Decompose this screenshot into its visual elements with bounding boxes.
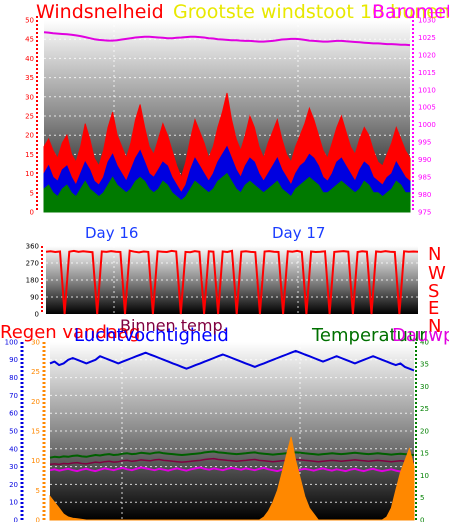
top-titles: Windsnelheid Grootste windstoot 10 bunen… (36, 1, 449, 23)
bottom-left-tick: 80 (9, 374, 18, 382)
top-left-tick: 10 (25, 170, 34, 178)
bottom-right-tick: 20 (420, 427, 429, 435)
bottom-right-tick: 10 (420, 472, 429, 480)
top-right-tick: 1015 (418, 69, 436, 77)
top-right-tick: 1030 (418, 16, 436, 24)
dir-letter-e: E (428, 298, 439, 319)
top-left-tick: 20 (25, 132, 34, 140)
top-left-tick: 0 (30, 208, 34, 216)
bottom-right-tick: 40 (420, 338, 429, 346)
bottom-left-tick: 30 (9, 463, 18, 471)
bottom-titles: Regen vandaag Luchtvochtigheid Binnen te… (0, 316, 449, 346)
bottom-inner-tick: 5 (36, 487, 40, 495)
series-temp-line (49, 457, 415, 466)
top-left-tick: 40 (25, 55, 34, 63)
title-gust: Grootste windstoot 10 bunen (173, 1, 449, 23)
day-label-16: Day 16 (85, 224, 138, 242)
top-right-tick: 1005 (418, 104, 436, 112)
title-wind: Windsnelheid (36, 1, 164, 23)
series-barometer-line (43, 31, 411, 47)
top-left-tick: 35 (25, 74, 34, 82)
bottom-right-tick: 30 (420, 383, 429, 391)
title-dew: Dauwp. (392, 325, 449, 346)
middle-left-tick: 90 (30, 293, 39, 301)
top-left-tick: 30 (25, 93, 34, 101)
bottom-left-tick: 20 (9, 481, 18, 489)
series-humidity-line (49, 349, 415, 372)
series-layer (43, 31, 419, 521)
bottom-inner-tick: 25 (31, 368, 40, 376)
top-left-tick: 25 (25, 113, 34, 121)
bottom-right-tick: 25 (420, 405, 429, 413)
bottom-inner-tick: 15 (31, 427, 40, 435)
bottom-right-tick: 35 (420, 361, 429, 369)
direction-letters: N W S E N (428, 244, 446, 337)
series-intemp-line (49, 450, 415, 459)
top-right-tick: 1025 (418, 34, 436, 42)
dir-letter-n-bottom: N (428, 316, 441, 337)
series-rain-area (49, 436, 415, 521)
title-intemp: Binnen temp. (120, 316, 228, 335)
title-baro: Barometer (372, 1, 449, 23)
bottom-right-tick: 15 (420, 450, 429, 458)
day-labels: Day 16 Day 17 (85, 224, 325, 242)
top-left-tick: 5 (30, 189, 34, 197)
dir-letter-s: S (428, 281, 439, 302)
top-right-tick: 995 (418, 139, 431, 147)
bottom-left-tick: 90 (9, 356, 18, 364)
top-right-tick: 980 (418, 191, 431, 199)
title-rain: Regen vandaag (0, 322, 140, 343)
top-right-tick: 1020 (418, 51, 436, 59)
series-dew-line (49, 466, 415, 473)
bottom-right-tick: 0 (420, 517, 424, 522)
top-left-tick: 45 (25, 36, 34, 44)
dir-letter-w: W (428, 263, 446, 284)
title-humid: Luchtvochtigheid (74, 325, 229, 346)
top-right-tick: 990 (418, 156, 431, 164)
axis-spines (20, 16, 417, 520)
series-avg-area (43, 172, 411, 213)
top-right-tick: 1010 (418, 86, 436, 94)
bottom-inner-tick: 30 (31, 338, 40, 346)
top-left-tick: 15 (25, 151, 34, 159)
dir-letter-n-top: N (428, 244, 441, 265)
bottom-right-tick: 5 (420, 494, 424, 502)
tick-labels: 0510152025303540455097598098599099510001… (5, 16, 436, 522)
day-label-17: Day 17 (272, 224, 325, 242)
top-right-tick: 985 (418, 174, 431, 182)
bottom-inner-tick: 20 (31, 398, 40, 406)
bottom-inner-tick: 10 (31, 457, 40, 465)
middle-left-tick: 360 (26, 242, 39, 250)
title-temp: Temperatuur (311, 325, 427, 346)
middle-left-tick: 0 (35, 310, 39, 318)
series-direction-line (45, 249, 419, 315)
top-right-tick: 975 (418, 208, 431, 216)
bottom-left-tick: 40 (9, 445, 18, 453)
bottom-left-tick: 10 (9, 499, 18, 507)
bottom-left-tick: 70 (9, 392, 18, 400)
bottom-left-tick: 100 (5, 338, 18, 346)
bottom-left-tick: 50 (9, 427, 18, 435)
bottom-left-tick: 0 (14, 517, 18, 522)
bottom-left-tick: 60 (9, 410, 18, 418)
top-right-tick: 1000 (418, 121, 436, 129)
middle-left-tick: 270 (26, 259, 39, 267)
bottom-inner-tick: 0 (36, 517, 40, 522)
middle-left-tick: 180 (26, 276, 39, 284)
top-left-tick: 50 (25, 16, 34, 24)
